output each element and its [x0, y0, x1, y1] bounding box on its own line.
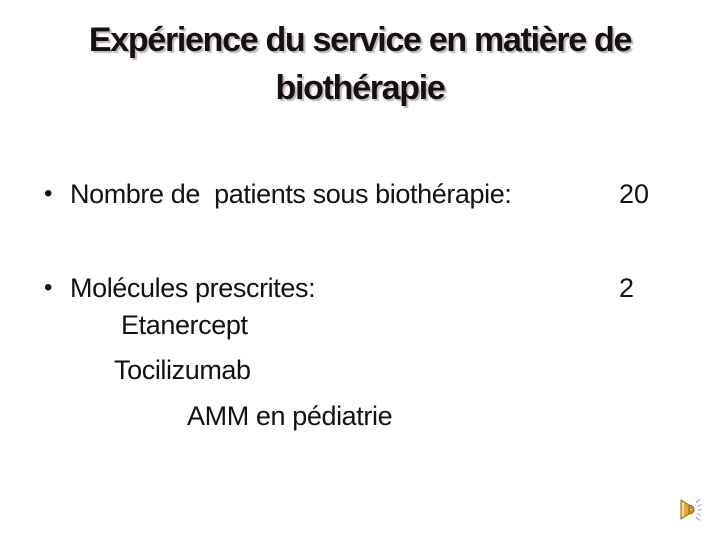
sub-item-amm-pediatrie: AMM en pédiatrie [187, 401, 393, 431]
bullet-row-molecules: • Molécules prescrites: [44, 272, 316, 304]
bullet-marker: • [44, 274, 53, 301]
molecules-label: Molécules prescrites: [70, 273, 316, 303]
molecules-count-value: 2 [619, 273, 635, 303]
patients-label: Nombre de patients sous biothérapie: [70, 179, 512, 209]
slide-title-line-2: biothérapie [275, 69, 446, 107]
patients-count-value: 20 [619, 179, 650, 209]
sub-item-tocilizumab: Tocilizumab [114, 355, 251, 385]
bullet-row-patients: • Nombre de patients sous biothérapie: [44, 178, 512, 210]
bullet-marker: • [44, 180, 53, 207]
speaker-icon[interactable] [678, 494, 704, 526]
sub-item-etanercept: Etanercept [121, 310, 248, 340]
slide-title: Expérience du service en matière de biot… [0, 16, 720, 112]
slide-title-line-1: Expérience du service en matière de [88, 21, 633, 59]
